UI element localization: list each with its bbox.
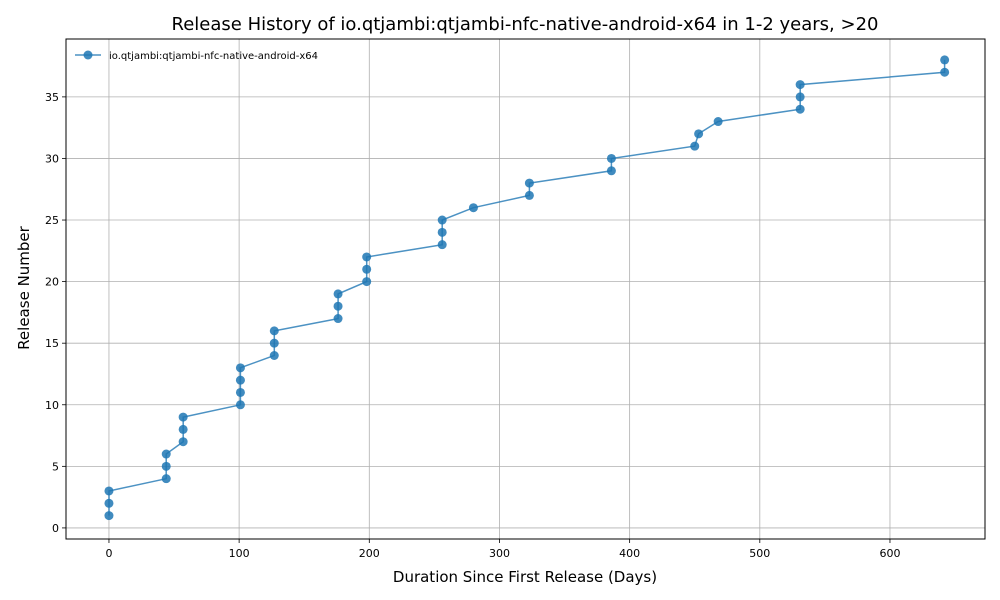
- data-point: [178, 437, 188, 447]
- data-point: [437, 227, 447, 237]
- data-point: [524, 178, 534, 188]
- x-axis: 0 100 200 300 400 500 600: [105, 539, 900, 560]
- data-point: [468, 203, 478, 213]
- data-point: [795, 92, 805, 102]
- chart-title: Release History of io.qtjambi:qtjambi-nf…: [172, 14, 879, 35]
- data-point: [606, 166, 616, 176]
- y-axis: 0 5 10 15 20 25 30 35: [45, 91, 66, 535]
- x-tick-label: 600: [879, 547, 900, 560]
- data-point: [795, 104, 805, 114]
- data-point: [690, 141, 700, 151]
- data-point: [940, 55, 950, 65]
- data-point: [795, 80, 805, 90]
- x-axis-title: Duration Since First Release (Days): [393, 568, 657, 586]
- y-tick-label: 30: [45, 152, 59, 165]
- data-point: [104, 486, 114, 496]
- data-point: [940, 67, 950, 77]
- data-point: [178, 424, 188, 434]
- data-point: [161, 474, 171, 484]
- data-point: [161, 461, 171, 471]
- series-layer: [104, 55, 950, 521]
- data-point: [161, 449, 171, 459]
- y-tick-label: 20: [45, 276, 59, 289]
- data-point: [235, 363, 245, 373]
- x-tick-label: 100: [229, 547, 250, 560]
- data-point: [235, 400, 245, 410]
- x-tick-label: 200: [359, 547, 380, 560]
- data-point: [269, 326, 279, 336]
- data-point: [104, 511, 114, 521]
- data-point: [362, 252, 372, 262]
- data-point: [524, 190, 534, 200]
- data-point: [235, 375, 245, 385]
- data-point: [694, 129, 704, 139]
- data-point: [333, 314, 343, 324]
- data-point: [333, 289, 343, 299]
- data-point: [178, 412, 188, 422]
- data-point: [235, 387, 245, 397]
- grid: [66, 39, 985, 539]
- x-tick-label: 300: [489, 547, 510, 560]
- data-point: [104, 498, 114, 508]
- data-point: [437, 215, 447, 225]
- data-point: [606, 153, 616, 163]
- data-point: [269, 338, 279, 348]
- x-tick-label: 400: [619, 547, 640, 560]
- legend: io.qtjambi:qtjambi-nfc-native-android-x6…: [75, 50, 318, 62]
- y-tick-label: 10: [45, 399, 59, 412]
- data-point: [713, 117, 723, 127]
- x-tick-label: 500: [749, 547, 770, 560]
- data-point: [437, 240, 447, 250]
- y-tick-label: 5: [52, 460, 59, 473]
- y-axis-title: Release Number: [15, 225, 33, 349]
- legend-point-marker: [83, 50, 93, 60]
- data-point: [362, 264, 372, 274]
- plot-frame: [65, 38, 986, 540]
- data-point: [333, 301, 343, 311]
- y-tick-label: 0: [52, 522, 59, 535]
- y-tick-label: 15: [45, 337, 59, 350]
- y-tick-label: 25: [45, 214, 59, 227]
- y-tick-label: 35: [45, 91, 59, 104]
- data-point: [269, 351, 279, 361]
- data-point: [362, 277, 372, 287]
- legend-label: io.qtjambi:qtjambi-nfc-native-android-x6…: [109, 51, 318, 62]
- x-tick-label: 0: [105, 547, 112, 560]
